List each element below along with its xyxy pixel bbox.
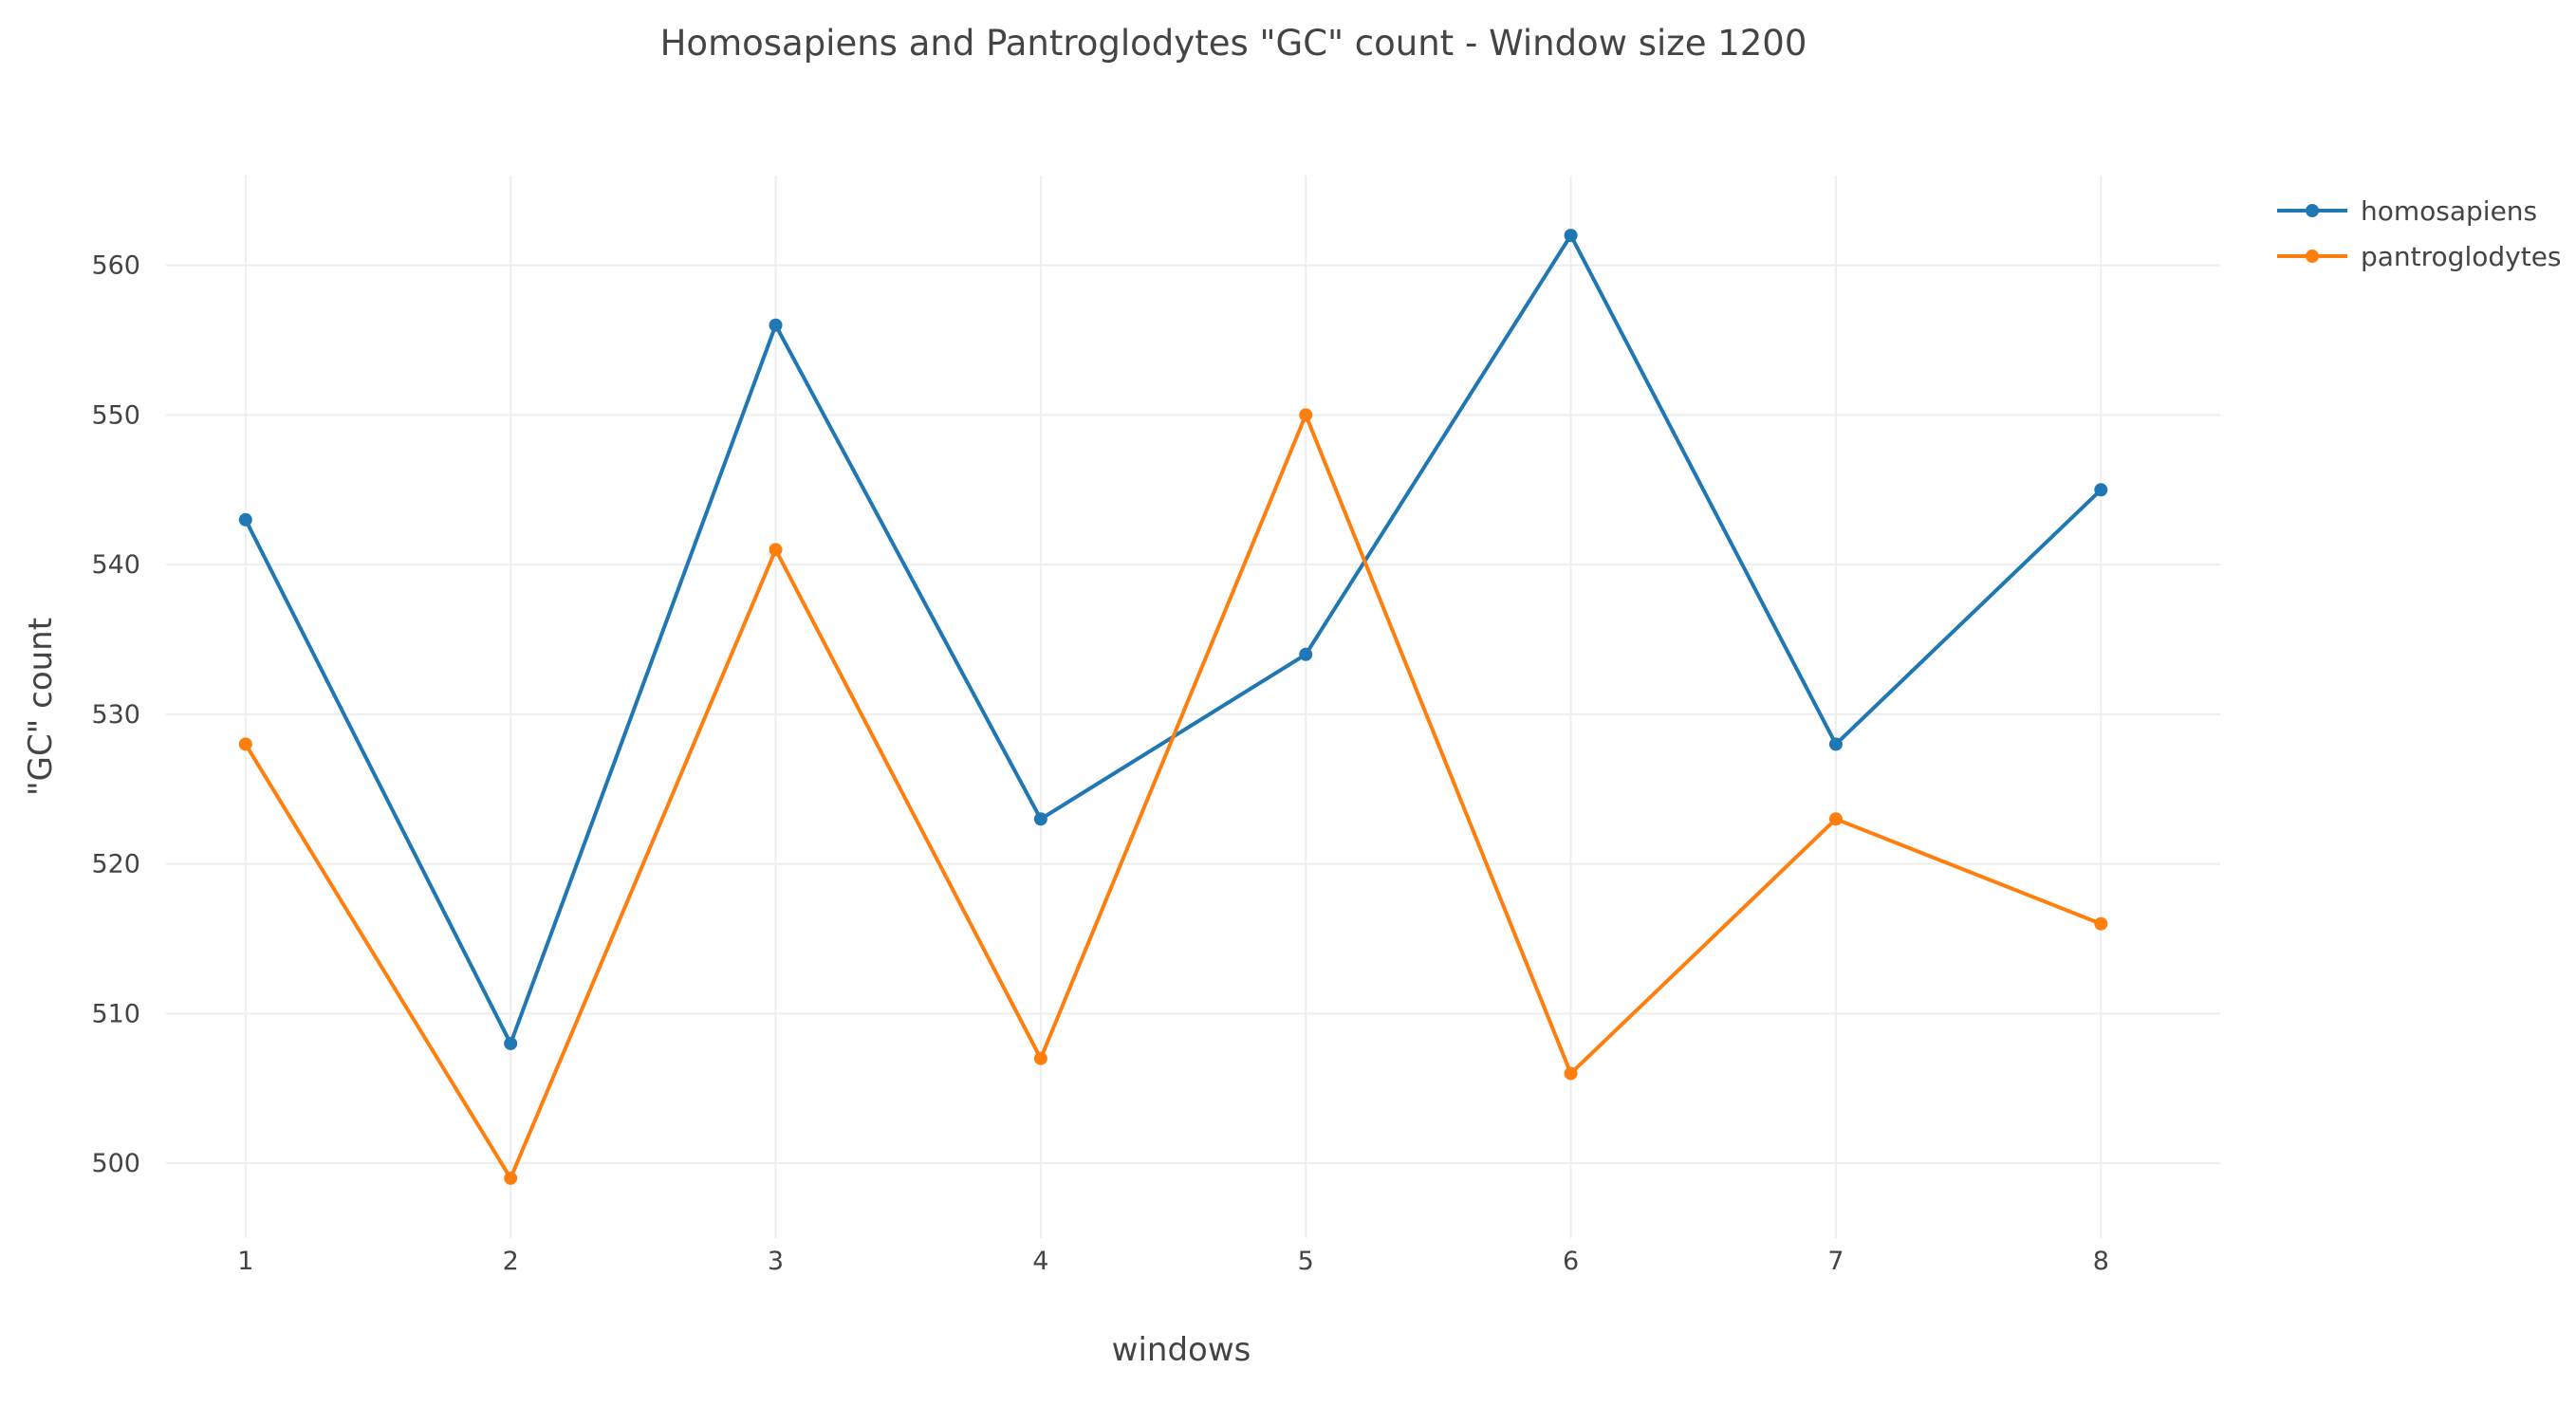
data-point[interactable]	[1564, 229, 1578, 243]
series-layer	[238, 229, 2108, 1185]
data-point[interactable]	[1033, 1051, 1047, 1065]
legend-item-homosapiens[interactable]: homosapiens	[2277, 195, 2537, 227]
y-tick-label: 510	[91, 999, 140, 1028]
gridlines	[166, 176, 2220, 1238]
series-pantroglodytes[interactable]	[238, 408, 2108, 1185]
data-point[interactable]	[769, 318, 783, 332]
x-tick-label: 3	[768, 1247, 784, 1276]
legend-label: pantroglodytes	[2361, 241, 2562, 272]
y-tick-label: 550	[91, 400, 140, 430]
tick-labels: 1 2 3 4 5 6 7 8 500 510 520 530 540 550 560	[91, 251, 2108, 1276]
data-point[interactable]	[769, 543, 783, 557]
y-axis-title: "GC" count	[22, 618, 60, 796]
y-tick-label: 500	[91, 1149, 140, 1178]
data-point[interactable]	[1033, 812, 1047, 826]
data-point[interactable]	[1828, 737, 1843, 751]
y-tick-label: 540	[91, 550, 140, 580]
series-homosapiens[interactable]	[238, 229, 2108, 1050]
data-point[interactable]	[1299, 408, 1313, 422]
legend-swatch-marker	[2306, 250, 2319, 263]
x-tick-label: 6	[1563, 1247, 1579, 1276]
x-tick-label: 7	[1827, 1247, 1844, 1276]
data-point[interactable]	[2094, 916, 2108, 931]
data-point[interactable]	[1828, 812, 1843, 826]
chart-title: Homosapiens and Pantroglodytes "GC" coun…	[660, 23, 1807, 64]
x-tick-label: 8	[2093, 1247, 2109, 1276]
x-axis-title: windows	[1112, 1331, 1251, 1369]
legend-label: homosapiens	[2361, 195, 2537, 227]
data-point[interactable]	[1564, 1066, 1578, 1081]
y-tick-label: 520	[91, 850, 140, 879]
data-point[interactable]	[1299, 647, 1313, 661]
data-point[interactable]	[238, 512, 252, 527]
legend-swatch-marker	[2306, 204, 2319, 217]
data-point[interactable]	[2094, 483, 2108, 497]
x-tick-label: 4	[1032, 1247, 1048, 1276]
data-point[interactable]	[504, 1171, 518, 1185]
y-tick-label: 530	[91, 700, 140, 730]
data-point[interactable]	[238, 737, 252, 751]
series-line[interactable]	[244, 413, 2103, 1180]
y-tick-label: 560	[91, 251, 140, 281]
x-tick-label: 2	[503, 1247, 519, 1276]
x-tick-label: 1	[237, 1247, 253, 1276]
series-line[interactable]	[244, 233, 2103, 1045]
x-tick-label: 5	[1298, 1247, 1314, 1276]
data-point[interactable]	[504, 1036, 518, 1050]
legend-item-pantroglodytes[interactable]: pantroglodytes	[2277, 241, 2562, 272]
legend[interactable]: homosapiens pantroglodytes	[2277, 195, 2562, 272]
